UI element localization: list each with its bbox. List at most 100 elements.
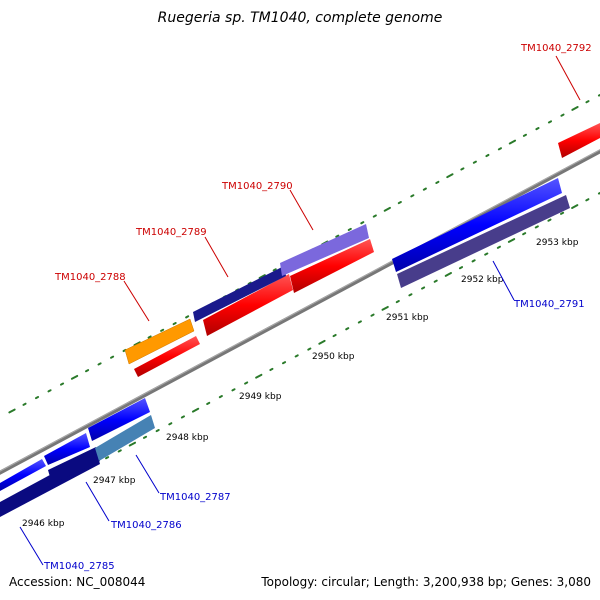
tick-mark <box>395 300 400 304</box>
gene-tm1040-2786[interactable] <box>48 447 100 484</box>
tick-mark <box>547 120 553 124</box>
tick-mark <box>471 259 476 263</box>
tick-mark <box>522 133 527 137</box>
tick-mark <box>160 328 165 332</box>
tick-mark <box>185 315 190 319</box>
tick-mark <box>460 167 465 171</box>
tick-mark <box>408 293 413 297</box>
tick-mark <box>560 211 565 215</box>
tick-mark <box>155 428 160 433</box>
features-layer <box>0 123 600 491</box>
tick-mark <box>231 388 236 392</box>
tick-mark <box>345 327 350 331</box>
cds-block-red <box>134 336 200 377</box>
tick-mark <box>180 415 185 419</box>
cds-block-blue <box>392 178 562 272</box>
tick-mark <box>472 160 477 164</box>
tick-mark <box>508 139 517 145</box>
tick-label-2946: 2946 kbp <box>22 519 65 529</box>
tick-mark <box>97 362 102 366</box>
tick-label-2947: 2947 kbp <box>93 476 136 486</box>
gene-tm1040-2791[interactable] <box>397 195 570 288</box>
tick-mark <box>507 238 516 243</box>
tick-mark <box>294 354 299 358</box>
tick-mark <box>8 408 16 414</box>
gene-label-tm1040-2788: TM1040_2788 <box>54 272 126 283</box>
tick-mark <box>255 373 263 379</box>
tick-mark <box>147 335 152 339</box>
tick-mark <box>585 100 590 104</box>
cds-block-blue <box>0 459 46 491</box>
gene-tm1040-2787[interactable] <box>95 415 155 461</box>
tick-mark <box>410 194 415 198</box>
tick-mark <box>47 389 52 393</box>
tick-mark <box>247 281 252 285</box>
gene-leaders <box>19 55 581 566</box>
tick-mark <box>397 201 402 205</box>
cds-block-red <box>558 123 600 158</box>
tick-mark <box>597 191 600 195</box>
leader-tm1040-2791 <box>492 260 515 301</box>
tick-mark <box>597 93 600 97</box>
tick-mark <box>547 218 552 222</box>
tick-mark <box>421 286 426 290</box>
tick-mark <box>191 407 200 413</box>
cds-block-blue <box>88 398 150 441</box>
tick-mark <box>70 374 79 380</box>
tick-mark <box>458 266 464 270</box>
tick-mark <box>258 274 266 279</box>
tick-label-2950: 2950 kbp <box>312 352 355 362</box>
tick-mark <box>571 106 579 111</box>
tick-label-2949: 2949 kbp <box>239 392 282 402</box>
gene-label-tm1040-2787: TM1040_2787 <box>159 492 231 503</box>
tick-mark <box>496 245 501 249</box>
tick-mark <box>560 113 565 117</box>
tick-mark <box>381 305 389 311</box>
gene-tm1040-2788[interactable] <box>124 318 195 365</box>
tick-mark <box>142 435 148 439</box>
tick-mark <box>206 401 211 405</box>
gene-tm1040-2790[interactable] <box>280 224 369 276</box>
tick-mark <box>383 206 391 212</box>
tick-mark <box>117 449 122 453</box>
tick-mark <box>105 456 110 460</box>
tick-mark <box>128 441 137 447</box>
accession-text: Accession: NC_008044 <box>9 575 145 589</box>
gene-label-tm1040-2792: TM1040_2792 <box>520 43 592 54</box>
tick-mark <box>446 173 454 179</box>
tick-mark <box>535 127 540 131</box>
tick-mark <box>332 333 337 338</box>
tick-mark <box>522 232 527 236</box>
map-title: Ruegeria sp. TM1040, complete genome <box>158 10 443 26</box>
tick-mark <box>433 279 438 283</box>
genome-summary-text: Topology: circular; Length: 3,200,938 bp… <box>260 575 591 589</box>
tick-mark <box>357 320 362 324</box>
tick-mark <box>307 347 312 351</box>
leader-tm1040-2785 <box>19 526 44 566</box>
gene-label-tm1040-2791: TM1040_2791 <box>513 299 585 310</box>
tick-mark <box>218 395 223 399</box>
tick-mark <box>585 198 590 202</box>
tick-mark <box>22 402 27 406</box>
tick-mark <box>497 147 502 151</box>
leader-tm1040-2789 <box>204 236 229 278</box>
tick-mark <box>370 313 375 317</box>
gene-tm1040-2789[interactable] <box>193 266 286 322</box>
tick-mark <box>244 381 249 385</box>
tick-mark <box>444 272 452 277</box>
gene-label-tm1040-2785: TM1040_2785 <box>43 561 115 572</box>
cds-block-blue <box>44 433 90 465</box>
cds-block-red <box>203 274 293 336</box>
tick-mark <box>281 361 287 365</box>
tick-mark <box>110 355 115 359</box>
tick-mark <box>484 252 489 256</box>
tick-mark <box>168 422 173 426</box>
backbone-highlight <box>0 149 600 472</box>
tick-label-2951: 2951 kbp <box>386 313 429 323</box>
leader-tm1040-2786 <box>85 481 110 522</box>
tick-mark <box>172 322 177 326</box>
tick-label-2948: 2948 kbp <box>166 433 209 443</box>
tick-mark <box>435 180 440 184</box>
tick-mark <box>485 153 490 158</box>
